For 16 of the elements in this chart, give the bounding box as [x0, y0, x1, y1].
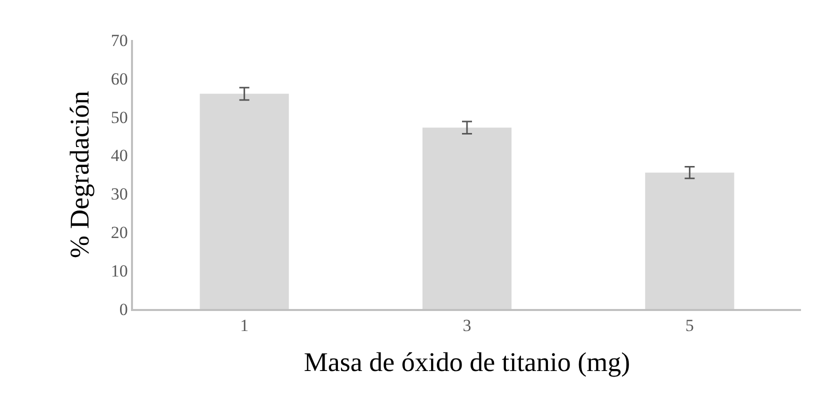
y-tick-label: 30 — [110, 184, 128, 204]
y-tick-label: 10 — [110, 262, 128, 281]
y-axis-title: % Degradación — [64, 90, 94, 258]
y-tick-label: 40 — [110, 146, 128, 166]
bar — [645, 172, 734, 309]
y-tick-label: 70 — [110, 30, 128, 50]
y-tick-label: 20 — [110, 223, 128, 242]
bar — [422, 128, 512, 309]
x-axis-title: Masa de óxido de titanio (mg) — [304, 347, 630, 378]
bar — [200, 94, 289, 309]
x-tick-label: 5 — [685, 316, 694, 336]
y-tick-label: 60 — [110, 69, 128, 88]
y-tick-label: 50 — [110, 108, 128, 127]
y-tick-label: 0 — [119, 300, 128, 319]
x-tick-label: 1 — [240, 316, 249, 336]
x-tick-label: 3 — [462, 316, 472, 336]
